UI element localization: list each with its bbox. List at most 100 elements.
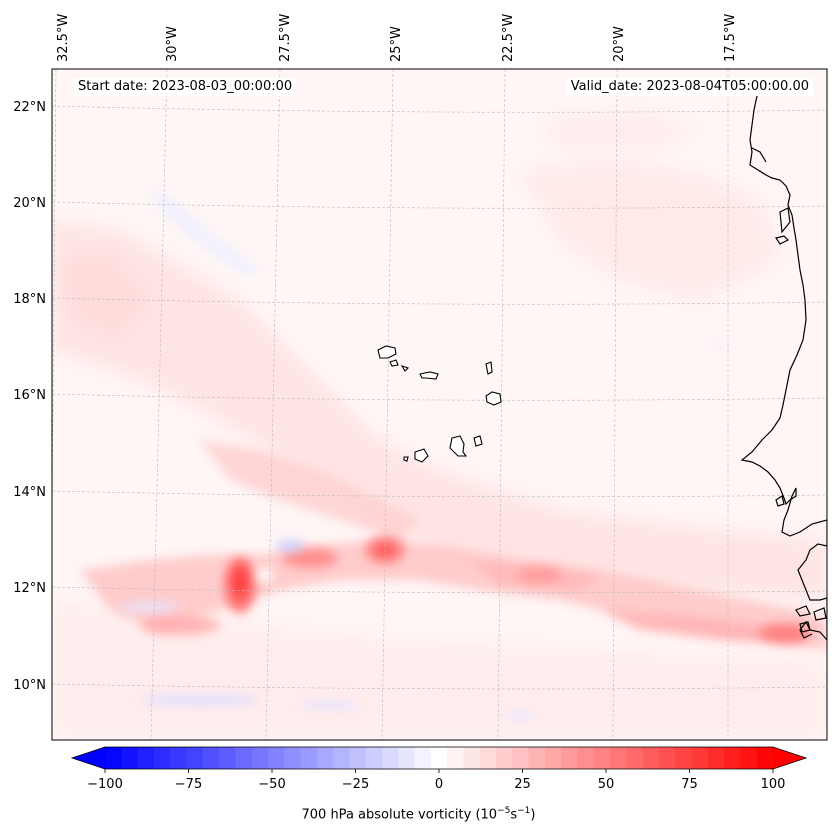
parallel-line	[52, 201, 827, 209]
colorbar-bin	[724, 747, 742, 769]
colorbar-label-exponent: −1	[517, 806, 531, 816]
parallel-line	[52, 393, 827, 401]
colorbar-bin	[544, 747, 562, 769]
island-boa-vista	[485, 391, 502, 406]
start-date-label: Start date: 2023-08-03_00:00:00	[74, 78, 297, 96]
colorbar-tick-label: −75	[175, 777, 202, 792]
colorbar-bin	[528, 747, 546, 769]
lon-label: 30°W	[165, 26, 180, 62]
colorbar-bin	[219, 747, 236, 769]
colorbar-bin	[170, 747, 188, 769]
colorbar-bin	[561, 747, 579, 769]
lat-label: 18°N	[13, 292, 46, 307]
island-santa-luzia	[400, 365, 410, 372]
island-sao-vicente	[389, 359, 399, 367]
lon-label: 32.5°W	[56, 14, 71, 62]
colorbar-tick-label: −100	[87, 777, 123, 792]
meridian-line	[497, 69, 506, 740]
vorticity-field	[52, 69, 827, 740]
coastline-island	[779, 207, 791, 234]
colorbar-bin	[463, 747, 481, 769]
colorbar: −100 −75 −50 −25 0 25 50 75 100	[70, 746, 808, 792]
colorbar-bin	[658, 747, 676, 769]
cape-verde-islands	[377, 345, 502, 463]
colorbar-tick-label: 25	[514, 777, 531, 792]
colorbar-extend-min	[72, 747, 105, 769]
colorbar-tick-label: −50	[258, 777, 285, 792]
colorbar-bin	[398, 747, 416, 769]
colorbar-bin	[381, 747, 399, 769]
colorbar-bin	[349, 747, 367, 769]
lat-label: 12°N	[13, 581, 46, 596]
coastline-island	[775, 235, 790, 245]
island-sao-nicolau	[419, 371, 439, 380]
lat-label: 14°N	[13, 485, 46, 500]
colorbar-bin	[430, 747, 448, 769]
island-fogo	[414, 448, 429, 463]
graticule	[52, 69, 827, 740]
colorbar-bin	[121, 747, 139, 769]
lat-label: 22°N	[13, 100, 46, 115]
colorbar-tick-label: 50	[598, 777, 615, 792]
colorbar-bins	[105, 747, 774, 769]
island-maio	[473, 435, 483, 447]
colorbar-bin	[365, 747, 383, 769]
colorbar-bin	[707, 747, 725, 769]
island-santo-antao	[377, 345, 397, 359]
colorbar-bin	[610, 747, 627, 769]
colorbar-bin	[251, 747, 269, 769]
coastline-island	[813, 607, 827, 621]
parallel-line	[52, 683, 827, 690]
meridian-line	[150, 69, 168, 740]
latitude-labels: 22°N 20°N 18°N 16°N 14°N 12°N 10°N	[13, 100, 46, 693]
vorticity-broad-fields	[52, 110, 827, 740]
island-sal	[485, 361, 493, 375]
coastline-detail	[751, 147, 767, 163]
colorbar-bin	[626, 747, 644, 769]
colorbar-bin	[691, 747, 709, 769]
colorbar-bin	[300, 747, 318, 769]
colorbar-bin	[675, 747, 693, 769]
colorbar-label-unit: s	[510, 807, 518, 823]
parallel-line	[52, 297, 827, 305]
meridian-line	[52, 69, 57, 550]
longitude-labels: 32.5°W 30°W 27.5°W 25°W 22.5°W 20°W 17.5…	[56, 14, 738, 62]
colorbar-bin	[202, 747, 220, 769]
colorbar-bin	[512, 747, 530, 769]
coastline-island	[775, 495, 785, 507]
africa-coastline	[740, 95, 827, 641]
colorbar-label-prefix: 700 hPa absolute vorticity (10	[301, 807, 498, 823]
colorbar-bin	[284, 747, 302, 769]
coastline-island	[799, 621, 811, 633]
meridian-line	[612, 69, 618, 740]
colorbar-bin	[267, 747, 285, 769]
colorbar-tick-label: 0	[435, 777, 443, 792]
coastline-island	[795, 605, 811, 617]
lon-label: 25°W	[389, 26, 404, 62]
lat-label: 20°N	[13, 196, 46, 211]
lon-label: 20°W	[612, 26, 627, 62]
colorbar-ticks: −100 −75 −50 −25 0 25 50 75 100	[87, 769, 785, 792]
coastline	[740, 95, 827, 641]
colorbar-bin	[447, 747, 465, 769]
colorbar-extend-max	[773, 747, 806, 769]
colorbar-bin	[186, 747, 204, 769]
parallel-line	[52, 105, 827, 113]
colorbar-bin	[593, 747, 611, 769]
vorticity-negative-patches	[120, 190, 730, 719]
lat-label: 10°N	[13, 678, 46, 693]
colorbar-bin	[496, 747, 513, 769]
colorbar-bin	[333, 747, 350, 769]
colorbar-tick-label: 75	[681, 777, 698, 792]
colorbar-bin	[137, 747, 155, 769]
parallel-line	[52, 586, 827, 594]
colorbar-bin	[577, 747, 595, 769]
colorbar-label: 700 hPa absolute vorticity (10−5s−1)	[0, 806, 837, 822]
colorbar-bin	[105, 747, 122, 769]
lon-label: 17.5°W	[723, 14, 738, 62]
colorbar-tick-label: −25	[342, 777, 369, 792]
colorbar-bin	[479, 747, 497, 769]
valid-date-label: Valid_date: 2023-08-04T05:00:00.00	[566, 78, 813, 96]
colorbar-bin	[642, 747, 660, 769]
